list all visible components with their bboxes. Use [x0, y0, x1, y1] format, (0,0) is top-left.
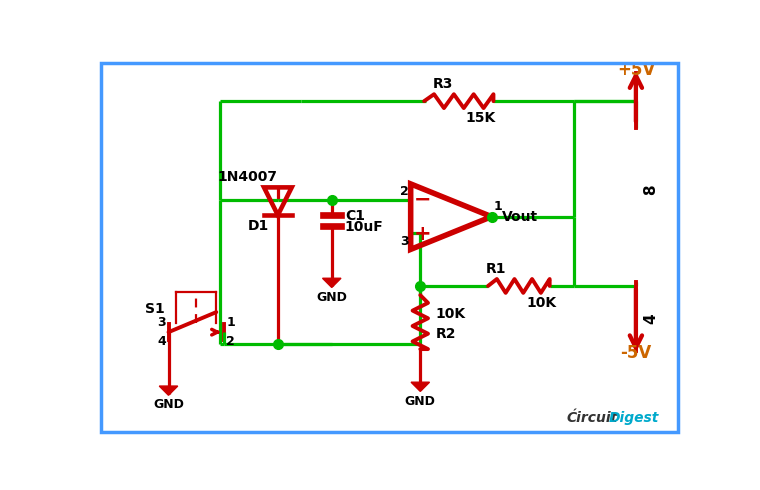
Text: D1: D1 — [248, 219, 269, 233]
Text: C1: C1 — [345, 209, 365, 223]
Text: GND: GND — [405, 394, 435, 408]
Text: 2: 2 — [400, 185, 408, 198]
Polygon shape — [160, 386, 178, 395]
Text: +5V: +5V — [617, 61, 655, 78]
Text: Digest: Digest — [609, 411, 660, 425]
Text: Vout: Vout — [502, 210, 537, 223]
Polygon shape — [322, 278, 341, 288]
Text: −: − — [414, 190, 432, 210]
Text: +: + — [414, 224, 432, 244]
Text: 10K: 10K — [527, 296, 557, 310]
Text: 8: 8 — [644, 184, 659, 195]
Text: 15K: 15K — [465, 111, 496, 125]
Text: S1: S1 — [145, 302, 165, 316]
Text: R2: R2 — [435, 327, 456, 341]
Text: Ćircuit: Ćircuit — [567, 411, 618, 425]
Text: -5V: -5V — [620, 344, 651, 362]
Text: R3: R3 — [433, 77, 454, 91]
Text: 1N4007: 1N4007 — [217, 170, 277, 184]
Polygon shape — [411, 382, 429, 392]
Text: 4: 4 — [644, 314, 659, 324]
Text: 1: 1 — [494, 200, 502, 213]
Text: 3: 3 — [157, 316, 166, 329]
Text: 1: 1 — [226, 316, 235, 329]
Text: 10uF: 10uF — [345, 220, 384, 234]
Text: GND: GND — [316, 291, 347, 304]
Text: 4: 4 — [157, 335, 166, 348]
Text: R1: R1 — [486, 262, 506, 276]
Text: GND: GND — [153, 398, 184, 412]
Text: 3: 3 — [400, 235, 408, 248]
Text: 10K: 10K — [435, 307, 466, 321]
Text: 2: 2 — [226, 335, 235, 348]
